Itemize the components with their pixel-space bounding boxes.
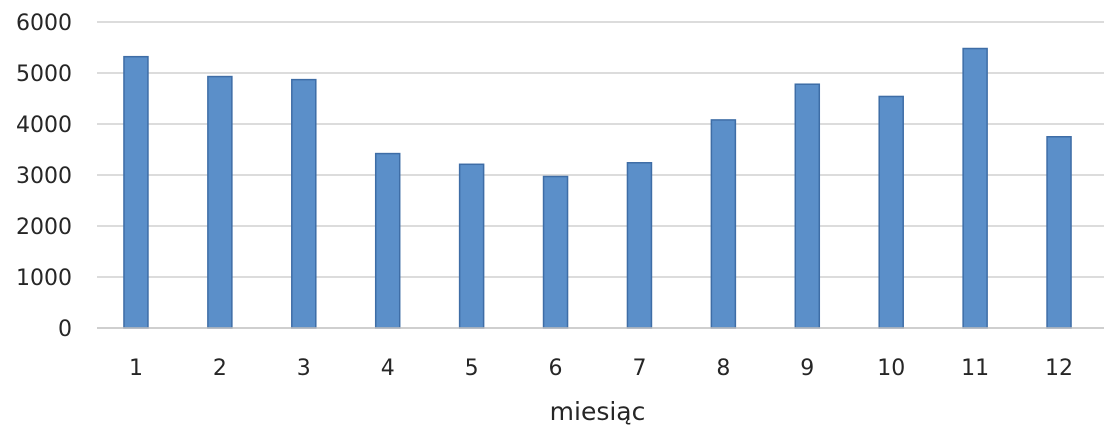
x-tick-label: 1 <box>129 356 143 381</box>
gridlines <box>97 21 1104 278</box>
x-tick-label: 6 <box>549 356 563 381</box>
y-tick-label: 4000 <box>16 113 72 138</box>
y-tick-label: 1000 <box>16 266 72 291</box>
bar <box>1046 136 1072 329</box>
x-tick-label: 9 <box>800 356 814 381</box>
x-tick-label: 8 <box>716 356 730 381</box>
bar <box>374 152 401 329</box>
bar <box>710 119 737 329</box>
x-tick-label: 3 <box>297 356 311 381</box>
x-tick-label: 2 <box>213 356 227 381</box>
bar <box>207 75 233 329</box>
y-tick-label: 5000 <box>16 62 72 87</box>
bar <box>794 83 821 329</box>
bar <box>458 163 485 329</box>
x-tick-label: 7 <box>632 356 646 381</box>
bar <box>542 175 569 329</box>
x-tick-label: 4 <box>381 356 395 381</box>
y-tick-label: 3000 <box>16 164 72 189</box>
bar <box>291 78 317 329</box>
bar <box>626 162 653 329</box>
x-tick-label: 12 <box>1045 356 1073 381</box>
bar <box>878 95 904 329</box>
x-tick-label: 5 <box>465 356 479 381</box>
x-axis-title: miesiąc <box>550 397 646 426</box>
bars <box>123 47 1072 329</box>
y-tick-label: 6000 <box>16 11 72 36</box>
bar <box>962 47 988 329</box>
x-tick-label: 10 <box>877 356 905 381</box>
y-tick-label: 2000 <box>16 215 72 240</box>
bar <box>123 55 149 329</box>
x-tick-label: 11 <box>961 356 989 381</box>
y-tick-label: 0 <box>58 317 72 342</box>
